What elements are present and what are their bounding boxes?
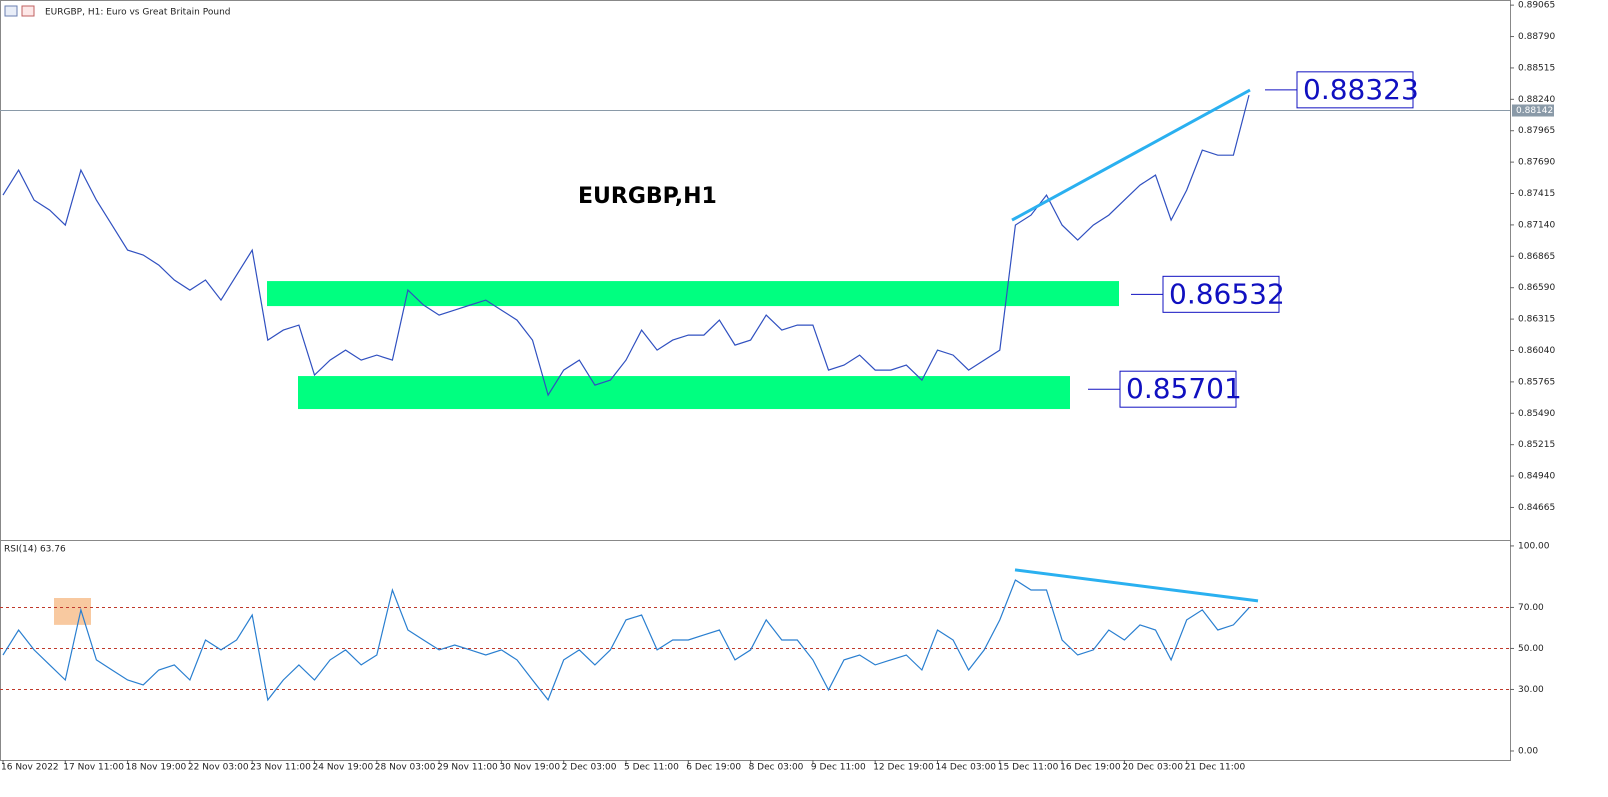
y-tick-label: 50.00 (1518, 644, 1544, 654)
x-tick-label: 29 Nov 11:00 (437, 763, 498, 773)
series-line (2, 579, 1250, 702)
level-box (1296, 71, 1414, 109)
x-tick-label: 21 Dec 11:00 (1185, 763, 1246, 773)
x-tick-label: 20 Dec 03:00 (1122, 763, 1183, 773)
y-tick-label: 70.00 (1518, 603, 1544, 613)
x-tick-label: 24 Nov 19:00 (313, 763, 374, 773)
x-tick-label: 23 Nov 11:00 (250, 763, 311, 773)
level-box (1119, 370, 1237, 408)
rsi-title: RSI(14) 63.76 (4, 545, 66, 555)
y-tick-label: 0.85215 (1518, 440, 1555, 450)
y-tick-label: 0.88515 (1518, 63, 1555, 73)
y-tick-label: 0.88240 (1518, 95, 1555, 105)
y-tick-label: 0.86865 (1518, 252, 1555, 262)
zone (267, 281, 1119, 307)
level-box (1162, 275, 1280, 313)
y-tick-label: 0.87140 (1518, 220, 1555, 230)
y-tick-label: 100.00 (1518, 541, 1550, 551)
level-label: 0.85701 (1126, 372, 1242, 405)
rsi-pane (0, 540, 1511, 761)
highlight (54, 598, 91, 625)
y-tick-label: 0.85490 (1518, 409, 1555, 419)
chart-title: EURGBP,H1 (578, 184, 717, 209)
y-tick-label: 0.86040 (1518, 346, 1555, 356)
x-tick-label: 15 Dec 11:00 (998, 763, 1059, 773)
zone (298, 376, 1070, 410)
trend-line (1011, 88, 1251, 222)
y-tick-label: 0.84665 (1518, 503, 1555, 513)
level-label: 0.88323 (1303, 73, 1419, 106)
y-tick-label: 0.00 (1518, 746, 1538, 756)
x-tick-label: 8 Dec 03:00 (749, 763, 804, 773)
y-tick-label: 0.87690 (1518, 158, 1555, 168)
y-tick-label: 0.87965 (1518, 126, 1555, 136)
x-tick-label: 9 Dec 11:00 (811, 763, 866, 773)
x-tick-label: 12 Dec 19:00 (873, 763, 934, 773)
y-tick-label: 0.85765 (1518, 377, 1555, 387)
x-tick-label: 6 Dec 19:00 (686, 763, 741, 773)
trend-line (1014, 568, 1259, 603)
x-tick-label: 22 Nov 03:00 (188, 763, 249, 773)
y-tick-label: 0.86590 (1518, 283, 1555, 293)
y-tick-label: 0.88790 (1518, 32, 1555, 42)
last-price-label: 0.88142 (1516, 106, 1553, 116)
y-tick-label: 30.00 (1518, 685, 1544, 695)
x-tick-label: 14 Dec 03:00 (936, 763, 997, 773)
x-tick-label: 5 Dec 11:00 (624, 763, 679, 773)
x-tick-label: 28 Nov 03:00 (375, 763, 436, 773)
level-label: 0.86532 (1169, 277, 1285, 310)
x-tick-label: 16 Dec 19:00 (1060, 763, 1121, 773)
window-title: EURGBP, H1: Euro vs Great Britain Pound (45, 8, 230, 18)
x-tick-label: 16 Nov 2022 (1, 763, 59, 773)
y-tick-label: 0.84940 (1518, 472, 1555, 482)
window-icon (4, 5, 18, 17)
x-tick-label: 18 Nov 19:00 (126, 763, 187, 773)
series-line (2, 94, 1250, 397)
last-price-box (1512, 104, 1554, 117)
y-tick-label: 0.87415 (1518, 189, 1555, 199)
y-tick-label: 0.86315 (1518, 315, 1555, 325)
y-tick-label: 0.89065 (1518, 1, 1555, 11)
x-tick-label: 17 Nov 11:00 (63, 763, 124, 773)
window-icon (21, 5, 35, 17)
x-tick-label: 30 Nov 19:00 (499, 763, 560, 773)
x-tick-label: 2 Dec 03:00 (562, 763, 617, 773)
